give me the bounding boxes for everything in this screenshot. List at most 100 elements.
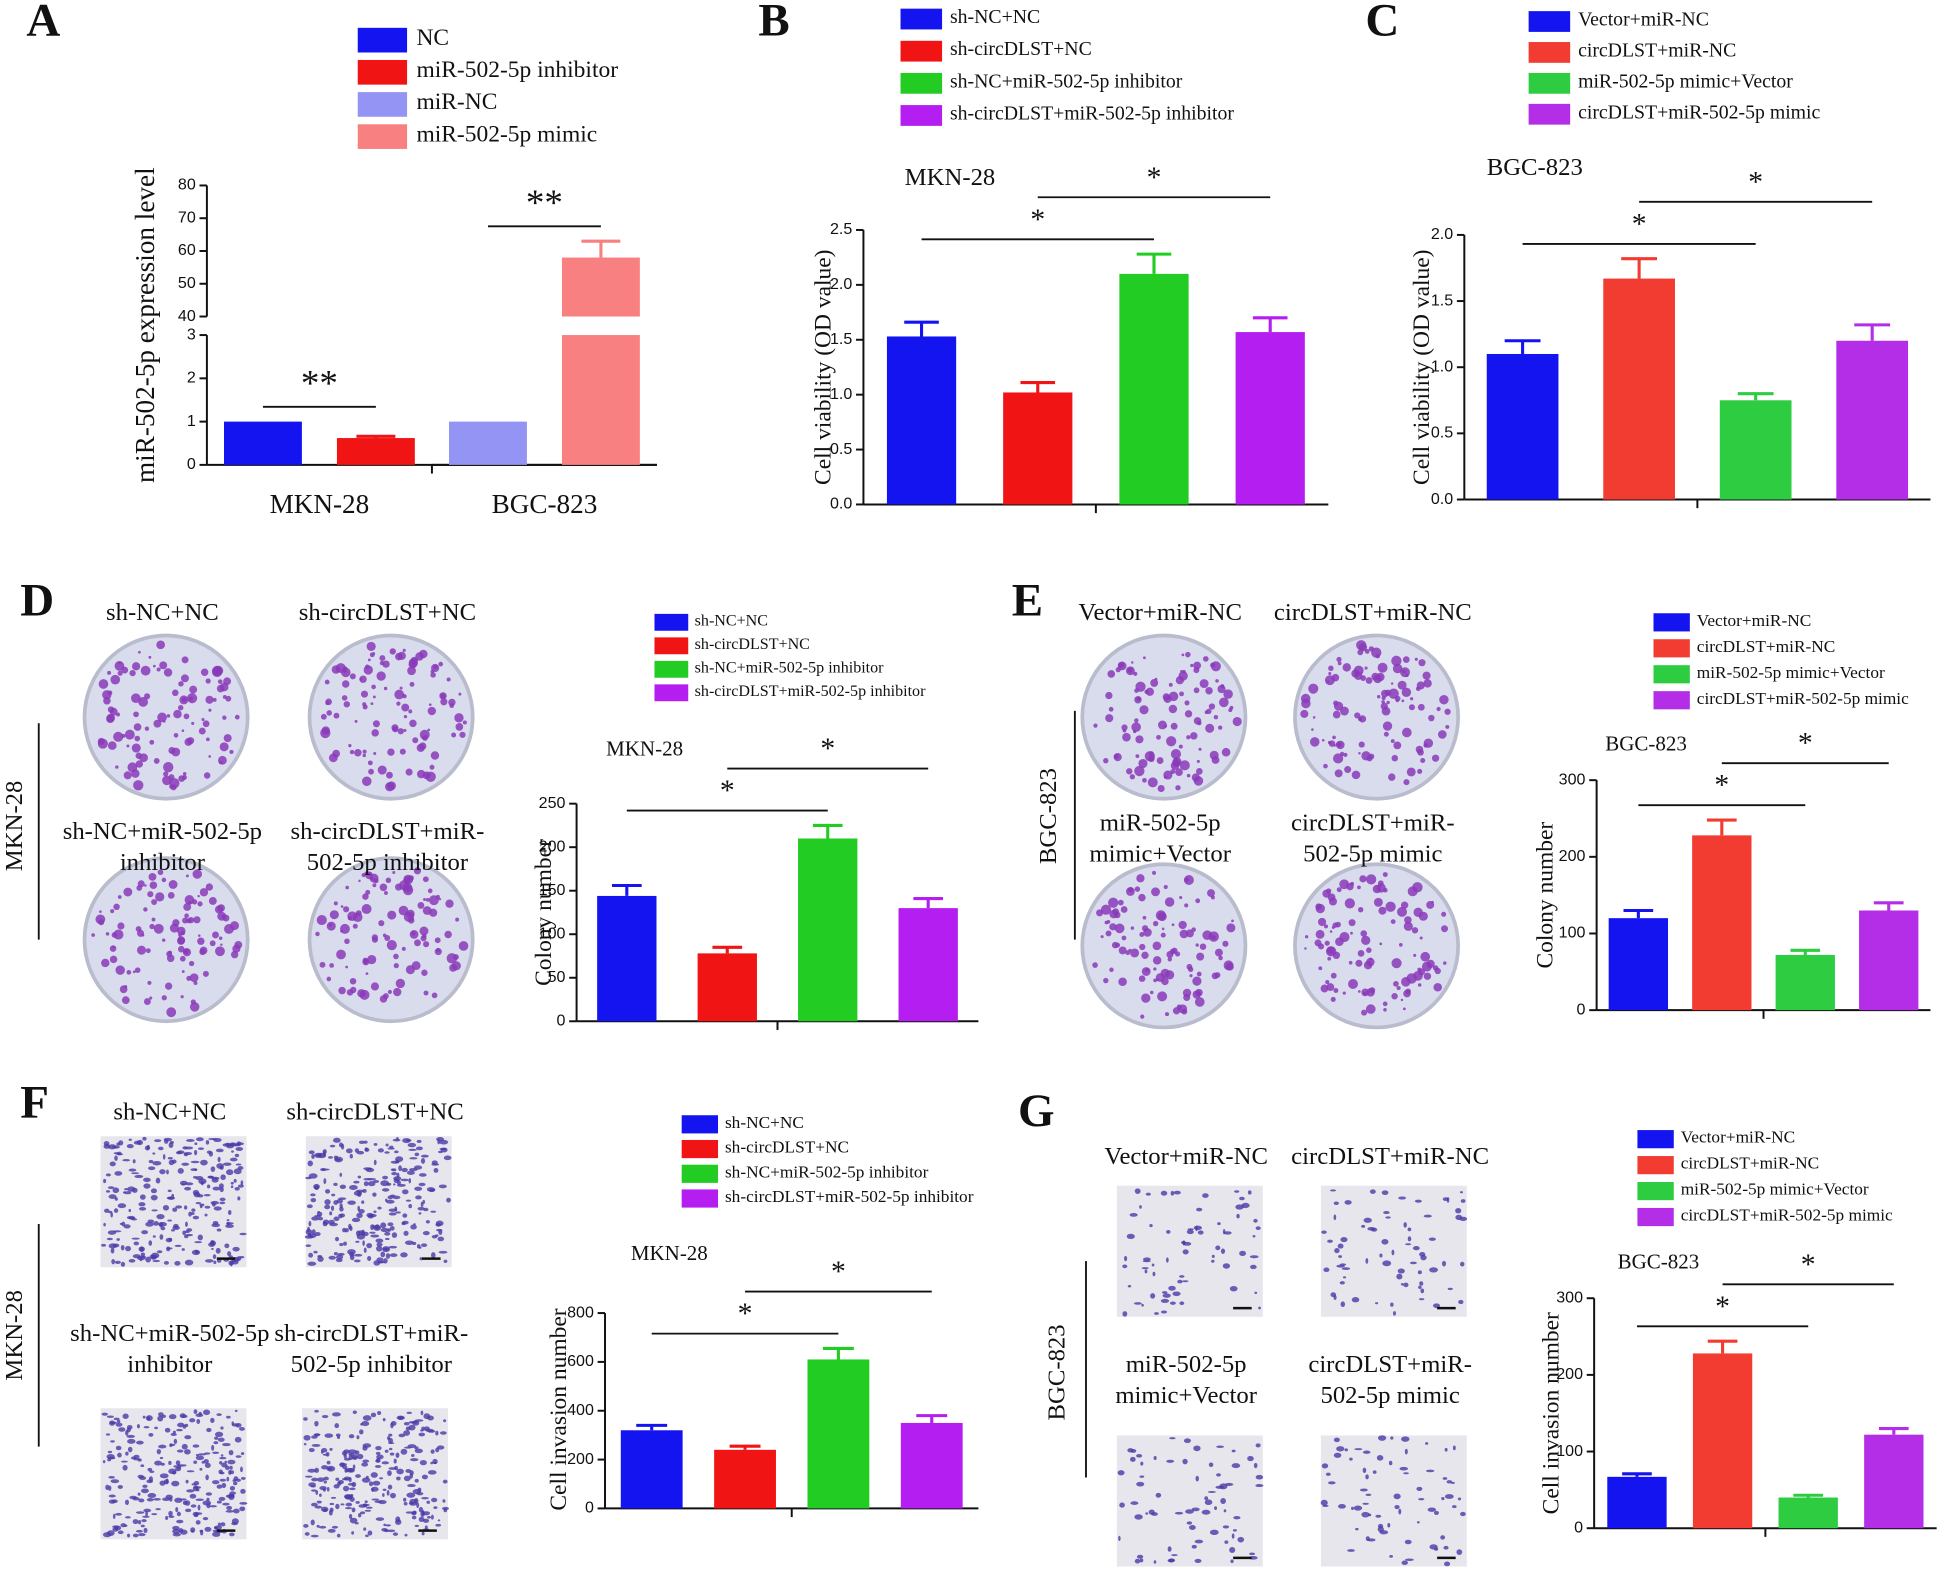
invaded-cell (431, 1497, 438, 1503)
invaded-cell (360, 1511, 366, 1515)
invaded-cell (414, 1186, 423, 1191)
invaded-cell (1362, 1467, 1367, 1474)
colony (1402, 727, 1412, 738)
invaded-cell (1359, 1488, 1368, 1492)
colony (148, 872, 157, 881)
invaded-cell (184, 1234, 189, 1239)
colony (411, 961, 421, 970)
invaded-cell (313, 1433, 321, 1436)
invaded-cell (311, 1489, 317, 1492)
colony (1211, 935, 1216, 940)
invaded-cell (145, 1415, 153, 1422)
y-tick-label: 2 (187, 369, 196, 387)
colony (1175, 785, 1181, 791)
colony (1190, 732, 1198, 740)
invaded-cell (1425, 1442, 1429, 1445)
invaded-cell (373, 1210, 377, 1213)
colony (143, 998, 151, 1006)
colony (397, 728, 404, 735)
invaded-cell (326, 1487, 330, 1492)
colony (163, 762, 174, 773)
colony (1134, 765, 1145, 777)
invaded-cell (370, 1412, 377, 1418)
invaded-cell (184, 1186, 192, 1191)
invaded-cell (1446, 1480, 1453, 1484)
invaded-cell (1189, 1525, 1196, 1530)
invaded-cell (151, 1252, 160, 1259)
colony (366, 641, 376, 651)
colony (1118, 977, 1127, 987)
colony (1311, 728, 1314, 731)
image-caption: circDLST+miR-NC (1274, 599, 1472, 626)
invaded-cell (343, 1476, 351, 1481)
invaded-cell (132, 1159, 136, 1164)
invaded-cell (402, 1138, 411, 1144)
colony (1136, 874, 1145, 883)
invaded-cell (1172, 1291, 1181, 1297)
colony (1185, 929, 1194, 938)
bar (620, 1430, 683, 1509)
colony (1127, 667, 1133, 673)
invaded-cell (413, 1165, 423, 1170)
invaded-cell (331, 1412, 341, 1417)
invaded-cell (329, 1211, 333, 1216)
colony (1170, 769, 1176, 775)
invaded-cell (174, 1260, 181, 1266)
colony (413, 867, 422, 875)
invaded-cell (308, 1233, 317, 1238)
invaded-cell (433, 1506, 438, 1510)
colony (127, 762, 138, 773)
colony (107, 741, 117, 750)
invaded-cell (401, 1189, 409, 1195)
significance-label: * (831, 1256, 846, 1288)
invaded-cell (1145, 1192, 1151, 1196)
invaded-cell (1224, 1540, 1229, 1544)
invaded-cell (1239, 1196, 1245, 1201)
colony (365, 664, 370, 669)
invaded-cell (1193, 1445, 1201, 1452)
colony (1418, 911, 1428, 921)
colony (121, 996, 130, 1005)
invaded-cell (197, 1504, 201, 1511)
colony (1109, 967, 1114, 973)
invaded-cell (1153, 1455, 1157, 1461)
invaded-cell (176, 1449, 184, 1453)
invaded-cell (115, 1422, 123, 1427)
invaded-cell (316, 1477, 325, 1482)
invaded-cell (218, 1183, 224, 1189)
invaded-cell (211, 1202, 216, 1207)
invaded-cell (239, 1426, 245, 1431)
invaded-cell (308, 1220, 312, 1227)
colony (197, 894, 200, 898)
invaded-cell (153, 1497, 161, 1501)
invaded-cell (185, 1479, 189, 1484)
invaded-cell (159, 1222, 164, 1228)
invaded-cell (416, 1502, 420, 1509)
colony (405, 768, 413, 776)
invaded-cell (1134, 1558, 1141, 1564)
invaded-cell (229, 1470, 235, 1475)
invaded-cell (186, 1489, 195, 1493)
colony (459, 731, 466, 738)
colony (1401, 687, 1412, 698)
y-tick-label: 60 (178, 241, 196, 259)
invaded-cell (443, 1155, 452, 1161)
invaded-cell (381, 1527, 388, 1532)
colony (341, 680, 350, 688)
colony (1336, 656, 1342, 663)
invaded-cell (361, 1421, 370, 1427)
invaded-cell (1255, 1226, 1261, 1230)
colony (117, 922, 125, 930)
colony (134, 967, 141, 973)
colony (378, 920, 385, 927)
invaded-cell (211, 1247, 214, 1251)
invaded-cell (380, 1222, 387, 1229)
invaded-cell (153, 1221, 159, 1226)
legend-swatch (357, 124, 408, 149)
invaded-cell (178, 1464, 187, 1467)
colony (1226, 923, 1236, 933)
invaded-cell (204, 1213, 208, 1217)
colony (1331, 673, 1340, 682)
invaded-cell (167, 1157, 173, 1160)
colony (1129, 774, 1136, 780)
